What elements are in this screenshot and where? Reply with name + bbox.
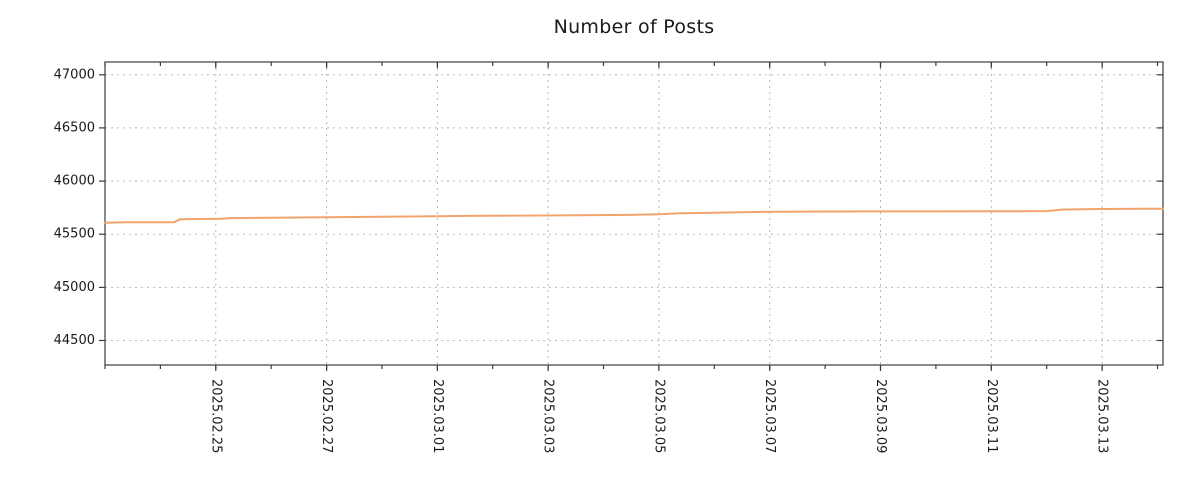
x-tick-label: 2025.03.13 [1095,379,1110,453]
x-tick-label: 2025.03.05 [651,379,666,453]
chart-title: Number of Posts [553,16,715,38]
y-tick-label: 45000 [54,280,95,295]
y-tick-label: 44500 [54,333,95,348]
y-tick-label: 46000 [54,174,95,189]
y-tick-label: 46500 [54,120,95,135]
y-tick-label: 45500 [54,227,95,242]
x-tick-label: 2025.02.27 [319,379,334,453]
x-tick-label: 2025.03.01 [430,379,445,453]
series-line [104,207,1164,224]
x-tick-label: 2025.03.09 [873,379,888,453]
x-tick-label: 2025.03.03 [541,379,556,453]
plot-border [104,61,1164,366]
x-tick-label: 2025.03.07 [762,379,777,453]
y-tick-label: 47000 [54,67,95,82]
x-tick-label: 2025.02.25 [208,379,223,453]
x-tick-label: 2025.03.11 [984,379,999,453]
